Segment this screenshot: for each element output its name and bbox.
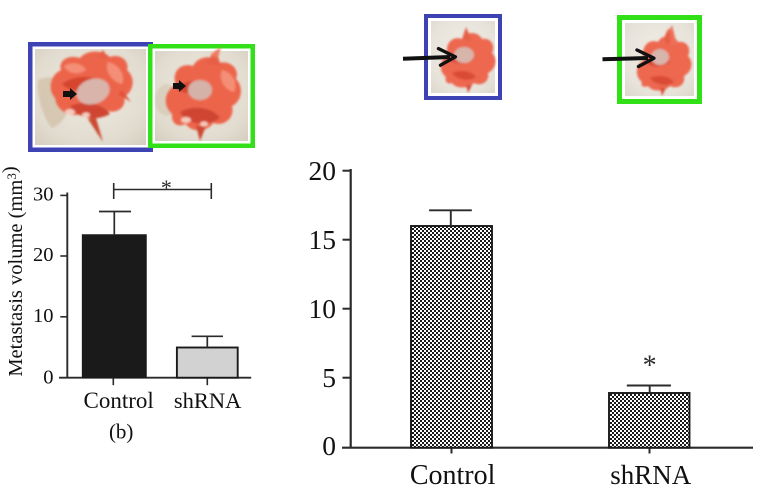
svg-text:0: 0 bbox=[43, 366, 53, 388]
svg-text:(b): (b) bbox=[109, 420, 134, 444]
svg-text:*: * bbox=[161, 175, 172, 200]
svg-text:10: 10 bbox=[33, 305, 54, 327]
svg-text:20: 20 bbox=[33, 244, 54, 266]
svg-text:5: 5 bbox=[322, 362, 336, 393]
svg-text:shRNA: shRNA bbox=[174, 388, 242, 413]
svg-text:shRNA: shRNA bbox=[610, 460, 692, 490]
svg-text:0: 0 bbox=[322, 430, 336, 461]
svg-text:30: 30 bbox=[33, 184, 54, 206]
svg-text:Control: Control bbox=[84, 388, 154, 413]
svg-text:Metastasis volume (mm3): Metastasis volume (mm3) bbox=[0, 166, 27, 376]
svg-text:10: 10 bbox=[309, 293, 337, 324]
svg-text:20: 20 bbox=[309, 155, 337, 186]
svg-text:15: 15 bbox=[309, 224, 337, 255]
svg-text:*: * bbox=[643, 351, 657, 382]
svg-text:Control: Control bbox=[410, 460, 496, 491]
